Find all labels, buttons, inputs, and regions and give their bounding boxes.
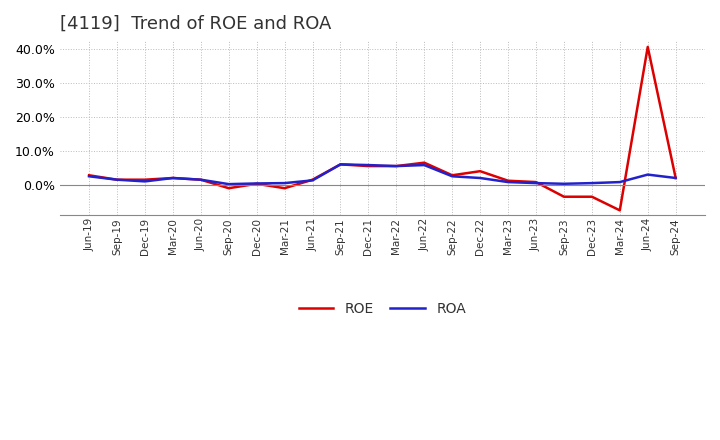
ROA bbox=[504, 180, 513, 185]
Legend: ROE, ROA: ROE, ROA bbox=[293, 296, 472, 321]
ROA bbox=[616, 180, 624, 185]
ROA bbox=[85, 174, 94, 179]
ROE bbox=[531, 180, 540, 185]
ROE bbox=[280, 186, 289, 191]
ROE bbox=[336, 162, 345, 167]
ROA bbox=[140, 179, 149, 184]
ROE bbox=[252, 181, 261, 187]
ROE bbox=[448, 172, 456, 178]
ROE bbox=[616, 208, 624, 213]
ROA bbox=[448, 174, 456, 179]
ROE bbox=[112, 177, 121, 182]
ROA bbox=[280, 180, 289, 186]
ROE bbox=[588, 194, 596, 199]
Text: [4119]  Trend of ROE and ROA: [4119] Trend of ROE and ROA bbox=[60, 15, 331, 33]
ROA bbox=[308, 178, 317, 183]
ROE bbox=[644, 44, 652, 50]
ROA bbox=[112, 177, 121, 182]
ROA bbox=[559, 181, 568, 187]
ROE bbox=[504, 178, 513, 183]
ROE bbox=[85, 172, 94, 178]
ROA bbox=[168, 176, 177, 181]
ROE bbox=[476, 169, 485, 174]
ROE bbox=[308, 177, 317, 182]
Line: ROA: ROA bbox=[89, 165, 675, 184]
ROA bbox=[531, 180, 540, 186]
ROA bbox=[476, 176, 485, 181]
ROA bbox=[252, 181, 261, 186]
Line: ROE: ROE bbox=[89, 47, 675, 210]
ROE bbox=[225, 186, 233, 191]
ROE bbox=[140, 177, 149, 182]
ROA bbox=[364, 162, 373, 168]
ROA bbox=[644, 172, 652, 177]
ROE bbox=[364, 163, 373, 169]
ROE bbox=[392, 163, 400, 169]
ROE bbox=[559, 194, 568, 199]
ROE bbox=[671, 176, 680, 181]
ROE bbox=[420, 160, 428, 165]
ROE bbox=[168, 176, 177, 181]
ROA bbox=[671, 176, 680, 181]
ROA bbox=[588, 180, 596, 186]
ROE bbox=[197, 177, 205, 182]
ROA bbox=[336, 162, 345, 167]
ROA bbox=[392, 163, 400, 169]
ROA bbox=[197, 177, 205, 182]
ROA bbox=[225, 181, 233, 187]
ROA bbox=[420, 162, 428, 168]
